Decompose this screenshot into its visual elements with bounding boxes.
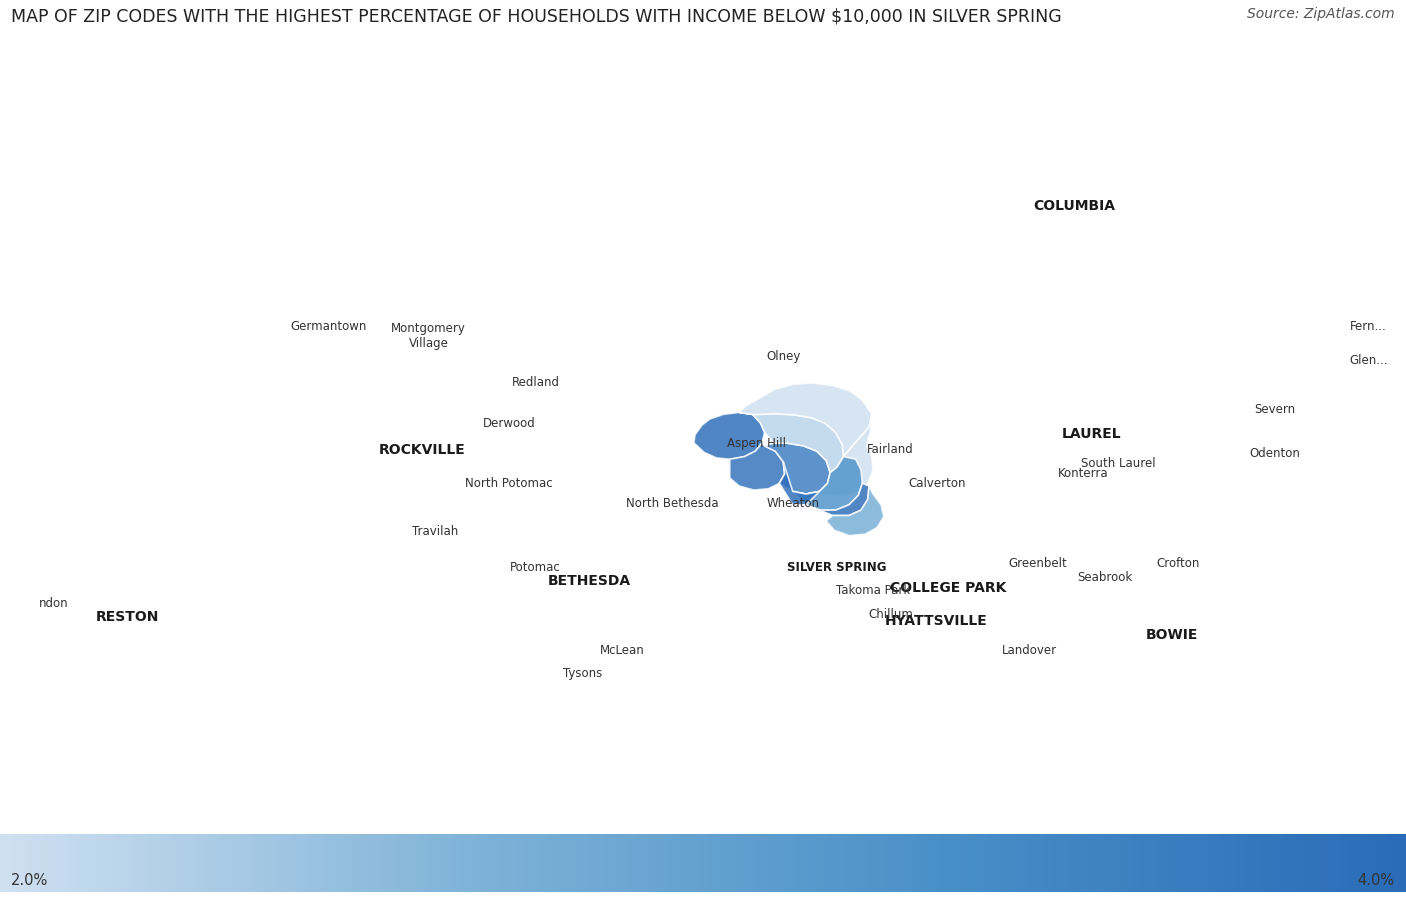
Text: South Laurel: South Laurel	[1081, 457, 1156, 470]
Text: LAUREL: LAUREL	[1062, 427, 1121, 441]
Text: ROCKVILLE: ROCKVILLE	[378, 443, 465, 457]
Text: Travilah: Travilah	[412, 525, 458, 539]
Text: Derwood: Derwood	[482, 416, 536, 430]
Text: McLean: McLean	[600, 645, 645, 657]
Text: RESTON: RESTON	[96, 610, 159, 624]
Text: Glen...: Glen...	[1350, 353, 1388, 367]
Text: Potomac: Potomac	[510, 561, 561, 574]
Text: Chillum: Chillum	[868, 608, 912, 621]
Text: Takoma Park: Takoma Park	[837, 584, 910, 597]
Text: Fern...: Fern...	[1350, 320, 1386, 334]
Polygon shape	[740, 383, 872, 457]
Text: Olney: Olney	[766, 350, 800, 362]
Polygon shape	[827, 486, 884, 536]
Polygon shape	[695, 413, 765, 459]
Text: 2.0%: 2.0%	[11, 873, 48, 888]
Polygon shape	[730, 443, 785, 490]
Polygon shape	[779, 462, 869, 515]
Text: Greenbelt: Greenbelt	[1008, 557, 1067, 570]
Text: Redland: Redland	[512, 377, 560, 389]
Text: SILVER SPRING: SILVER SPRING	[787, 561, 887, 574]
Text: Calverton: Calverton	[908, 476, 966, 490]
Text: Konterra: Konterra	[1057, 467, 1108, 480]
Text: Germantown: Germantown	[290, 320, 366, 334]
Polygon shape	[765, 443, 830, 494]
Polygon shape	[793, 457, 862, 510]
Text: Landover: Landover	[1002, 645, 1057, 657]
Text: ndon: ndon	[39, 597, 69, 610]
Text: Aspen Hill: Aspen Hill	[727, 437, 786, 450]
Text: HYATTSVILLE: HYATTSVILLE	[884, 614, 987, 628]
Text: 4.0%: 4.0%	[1358, 873, 1395, 888]
Polygon shape	[806, 414, 873, 497]
Text: Odenton: Odenton	[1250, 448, 1301, 460]
Text: BETHESDA: BETHESDA	[547, 574, 631, 588]
Text: MAP OF ZIP CODES WITH THE HIGHEST PERCENTAGE OF HOUSEHOLDS WITH INCOME BELOW $10: MAP OF ZIP CODES WITH THE HIGHEST PERCEN…	[11, 7, 1062, 25]
Text: Fairland: Fairland	[868, 443, 914, 457]
Text: COLLEGE PARK: COLLEGE PARK	[890, 581, 1007, 595]
Text: Severn: Severn	[1254, 404, 1295, 416]
Text: Tysons: Tysons	[562, 667, 602, 680]
Text: Crofton: Crofton	[1157, 557, 1201, 570]
Text: BOWIE: BOWIE	[1146, 628, 1198, 642]
Text: Seabrook: Seabrook	[1077, 571, 1132, 583]
Text: Montgomery
Village: Montgomery Village	[391, 322, 465, 350]
Text: Source: ZipAtlas.com: Source: ZipAtlas.com	[1247, 7, 1395, 22]
Text: Wheaton: Wheaton	[766, 497, 820, 510]
Text: North Bethesda: North Bethesda	[626, 497, 718, 510]
Polygon shape	[740, 413, 844, 473]
Text: North Potomac: North Potomac	[465, 476, 553, 490]
Text: COLUMBIA: COLUMBIA	[1033, 200, 1115, 213]
